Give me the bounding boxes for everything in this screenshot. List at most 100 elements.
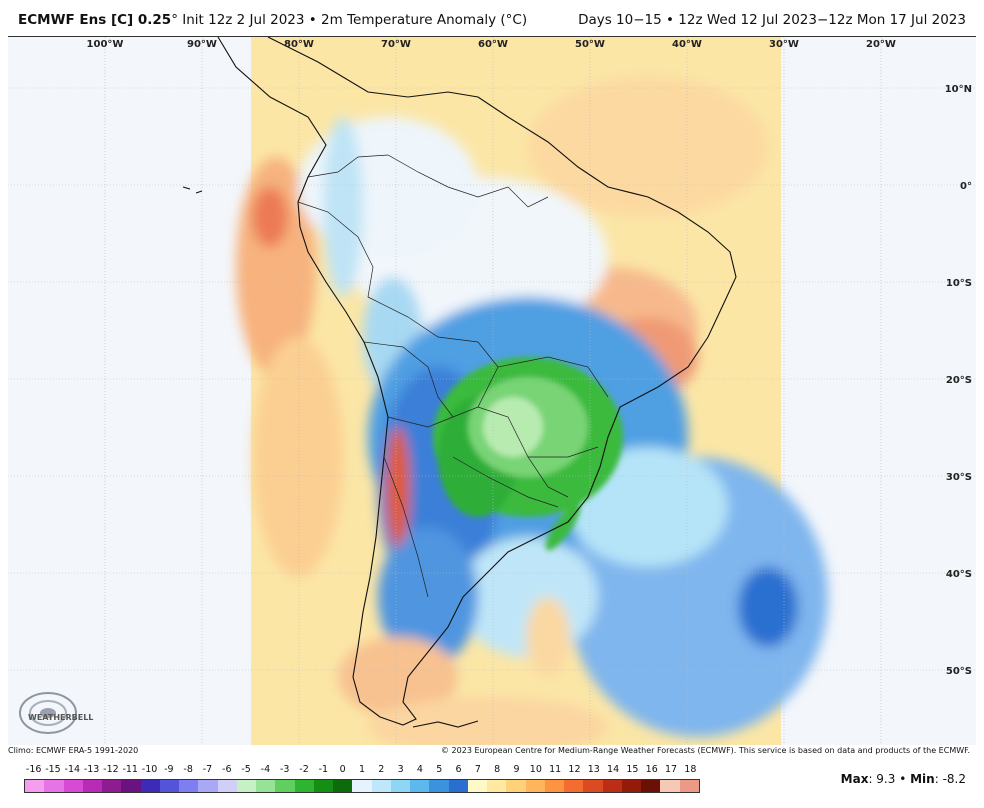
lon-label: 100°W <box>87 39 124 50</box>
colorbar-swatch <box>333 780 353 792</box>
colorbar-swatch <box>198 780 218 792</box>
colorbar-swatch <box>410 780 430 792</box>
country-borders <box>297 154 609 598</box>
colorbar-tick-label: -10 <box>141 764 158 775</box>
weatherbell-logo: WEATHERBELL <box>19 692 93 734</box>
colorbar-tick-label: -7 <box>202 764 213 775</box>
colorbar-swatch <box>82 780 102 792</box>
copyright-note: © 2023 European Centre for Medium-Range … <box>441 746 970 755</box>
lat-label: 30°S <box>946 472 972 483</box>
colorbar-swatch <box>641 780 661 792</box>
colorbar-swatch <box>159 780 179 792</box>
max-label: Max <box>840 772 869 786</box>
colorbar-swatch <box>275 780 295 792</box>
colorbar <box>24 779 700 793</box>
lon-label: 40°W <box>672 39 702 50</box>
min-label: Min <box>910 772 935 786</box>
stats-separator: • <box>895 772 911 786</box>
longitude-labels: 100°W 90°W 80°W 70°W 60°W 50°W 40°W 30°W… <box>87 39 896 50</box>
colorbar-tick-label: 0 <box>339 764 346 775</box>
lat-label: 50°S <box>946 666 972 677</box>
colorbar-tick-label: -5 <box>241 764 251 775</box>
max-min-stats: Max: 9.3 • Min: -8.2 <box>841 772 966 786</box>
colorbar-tick-label: -2 <box>299 764 309 775</box>
colorbar-tick-label: 4 <box>416 764 423 775</box>
colorbar-tick-label: 17 <box>664 764 678 775</box>
colorbar-tick-label: -8 <box>183 764 193 775</box>
colorbar-tick-label: 5 <box>436 764 443 775</box>
colorbar-swatch <box>236 780 256 792</box>
colorbar-tick-label: 6 <box>455 764 462 775</box>
colorbar-tick-label: -12 <box>103 764 119 775</box>
colorbar-tick-label: 8 <box>494 764 501 775</box>
colorbar-tick-label: 7 <box>474 764 481 775</box>
colorbar-swatch <box>371 780 391 792</box>
colorbar-tick-label: -15 <box>45 764 61 775</box>
colorbar-swatch <box>583 780 603 792</box>
colorbar-swatch <box>313 780 333 792</box>
lon-label: 90°W <box>187 39 217 50</box>
lat-label: 0° <box>960 181 972 192</box>
colorbar-tick-label: -16 <box>25 764 42 775</box>
colorbar-swatch <box>544 780 564 792</box>
lon-label: 20°W <box>866 39 896 50</box>
lon-label: 60°W <box>478 39 508 50</box>
colorbar-tick-label: 9 <box>513 764 520 775</box>
colorbar-swatch <box>217 780 237 792</box>
colorbar-swatch <box>256 780 276 792</box>
colorbar-tick-label: 14 <box>607 764 620 775</box>
colorbar-swatch <box>294 780 314 792</box>
colorbar-swatch <box>102 780 122 792</box>
colorbar-tick-label: -11 <box>122 764 138 775</box>
colorbar-swatch <box>467 780 487 792</box>
colorbar-swatch <box>525 780 545 792</box>
latitude-labels: 10°N 0° 10°S 20°S 30°S 40°S 50°S <box>945 84 972 677</box>
colorbar-swatch <box>44 780 64 792</box>
colorbar-tick-label: 16 <box>645 764 658 775</box>
colorbar-tick-label: -9 <box>164 764 174 775</box>
colorbar-swatch <box>564 780 584 792</box>
colorbar-swatch <box>621 780 641 792</box>
colorbar-swatch <box>25 780 45 792</box>
colorbar-tick-label: 15 <box>626 764 639 775</box>
colorbar-tick-label: 13 <box>587 764 600 775</box>
colorbar-tick-label: -4 <box>260 764 271 775</box>
colorbar-tick-label: -14 <box>64 764 81 775</box>
colorbar-tick-label: 1 <box>358 764 366 775</box>
colorbar-swatch <box>448 780 468 792</box>
colorbar-swatch <box>121 780 141 792</box>
colorbar-swatch <box>179 780 199 792</box>
colorbar-swatch <box>140 780 160 792</box>
colorbar-tick-label: 10 <box>529 764 542 775</box>
lon-label: 70°W <box>381 39 411 50</box>
anomaly-field <box>236 37 828 745</box>
colorbar-swatch <box>602 780 622 792</box>
valid-period: Days 10−15 • 12z Wed 12 Jul 2023−12z Mon… <box>578 12 966 28</box>
climo-note: Climo: ECMWF ERA-5 1991-2020 <box>8 746 139 755</box>
temperature-anomaly-map: WEATHERBELL 100°W 90°W 80°W 70°W 60°W 50… <box>8 37 976 745</box>
colorbar-swatch <box>429 780 449 792</box>
colorbar-tick-label: -6 <box>222 764 232 775</box>
min-value: : -8.2 <box>934 772 966 786</box>
colorbar-swatch <box>63 780 83 792</box>
colorbar-swatch <box>506 780 526 792</box>
colorbar-tick-label: 3 <box>397 764 404 775</box>
colorbar-tick-label: -3 <box>279 764 290 775</box>
colorbar-swatch <box>679 780 699 792</box>
colorbar-tick-label: -13 <box>83 764 100 775</box>
lat-label: 10°N <box>945 84 972 95</box>
init-and-variable: ° Init 12z 2 Jul 2023 • 2m Temperature A… <box>171 12 528 28</box>
title-bar: ECMWF Ens [C] 0.25° Init 12z 2 Jul 2023 … <box>0 0 984 36</box>
logo-text: WEATHERBELL <box>28 713 93 722</box>
lon-label: 30°W <box>769 39 799 50</box>
colorbar-labels: -16 -15 -14 -13 -12 -11 -10 -9 -8 -7 -6 -5 -4 -3 -2 -1 0… <box>24 764 700 778</box>
lat-label: 10°S <box>946 278 972 289</box>
colorbar-tick-label: 2 <box>378 764 385 775</box>
colorbar-swatch <box>352 780 372 792</box>
lon-label: 80°W <box>284 39 314 50</box>
colorbar-tick-label: 11 <box>549 764 562 775</box>
colorbar-swatch <box>660 780 680 792</box>
colorbar-tick-label: 18 <box>684 764 697 775</box>
graticule <box>8 37 976 745</box>
lat-label: 40°S <box>946 569 972 580</box>
